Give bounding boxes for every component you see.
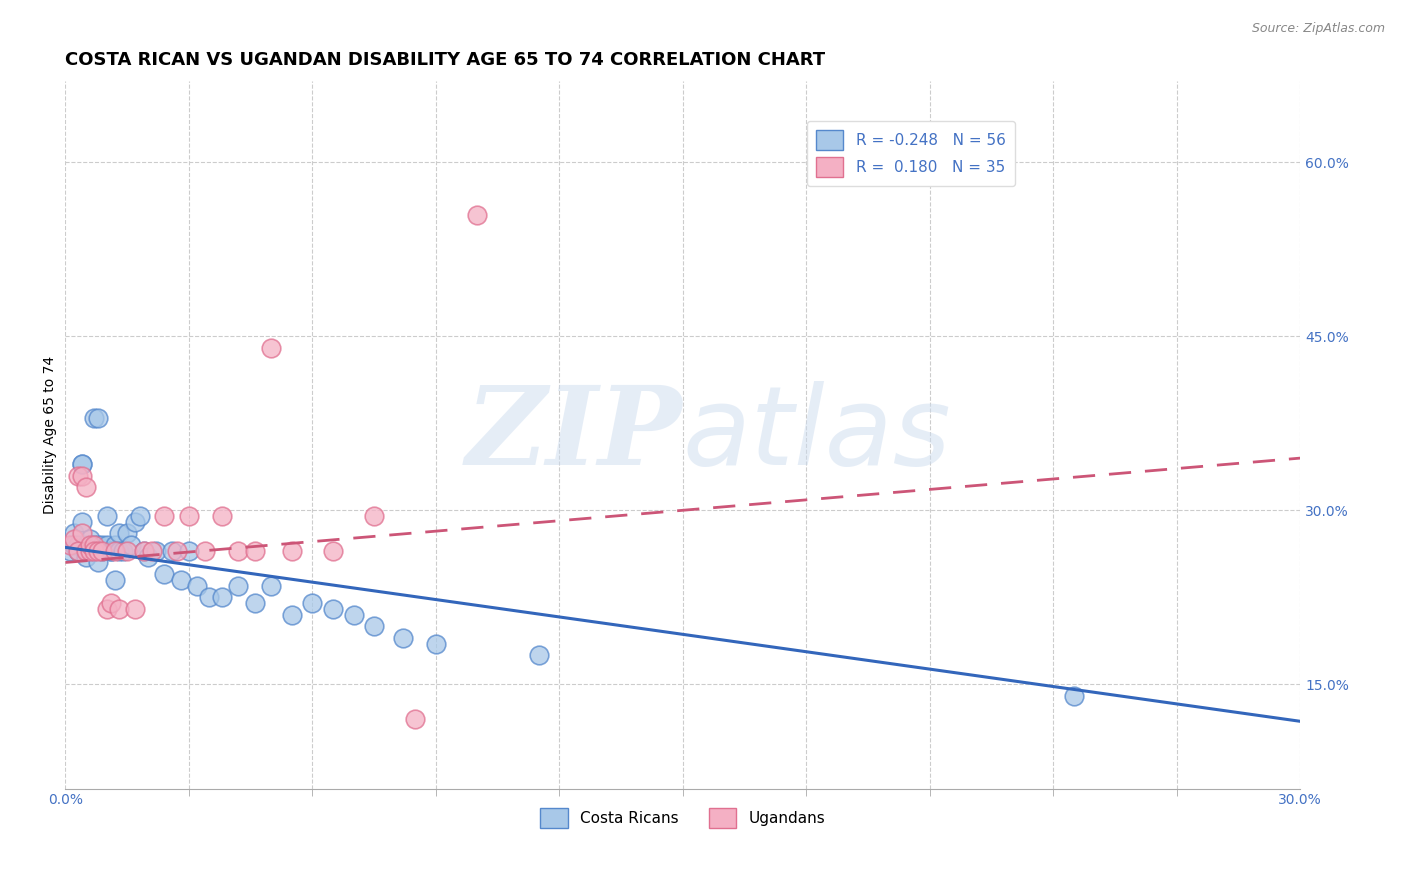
Point (198, 591, 221, 605)
Point (79, 533, 101, 547)
Point (79, 538, 101, 552)
Point (70, 526, 93, 541)
Point (177, 509, 200, 524)
Point (260, 579, 283, 593)
Legend: Costa Ricans, Ugandans: Costa Ricans, Ugandans (534, 802, 831, 834)
Point (83, 544, 105, 558)
Point (83, 538, 105, 552)
Point (75, 480, 97, 494)
Point (465, 208, 488, 222)
Point (115, 544, 138, 558)
Point (75, 549, 97, 564)
Point (363, 509, 385, 524)
Point (132, 544, 155, 558)
Point (100, 596, 122, 610)
Point (66, 544, 89, 558)
Point (120, 538, 142, 552)
Point (243, 596, 266, 610)
Point (70, 515, 93, 529)
Point (87, 410, 110, 425)
Point (322, 544, 344, 558)
Point (392, 631, 415, 645)
Point (124, 515, 146, 529)
Point (166, 544, 188, 558)
Point (194, 544, 217, 558)
Point (226, 544, 249, 558)
Point (96, 538, 118, 552)
Point (136, 549, 159, 564)
Point (342, 607, 364, 622)
Point (322, 602, 344, 616)
Text: COSTA RICAN VS UGANDAN DISABILITY AGE 65 TO 74 CORRELATION CHART: COSTA RICAN VS UGANDAN DISABILITY AGE 65… (66, 51, 825, 69)
Point (96, 509, 118, 524)
Point (226, 579, 249, 593)
Point (108, 602, 131, 616)
Point (301, 596, 323, 610)
Point (177, 544, 200, 558)
Point (124, 602, 146, 616)
Point (62, 538, 84, 552)
Point (211, 509, 233, 524)
Point (91, 538, 114, 552)
Point (170, 573, 193, 587)
Point (141, 544, 163, 558)
Point (91, 544, 114, 558)
Point (66, 468, 89, 483)
Point (153, 509, 176, 524)
Point (79, 544, 101, 558)
Point (112, 544, 135, 558)
Point (75, 544, 97, 558)
Text: Source: ZipAtlas.com: Source: ZipAtlas.com (1251, 22, 1385, 36)
Point (186, 579, 208, 593)
Point (100, 544, 122, 558)
Point (243, 544, 266, 558)
Point (281, 544, 304, 558)
Point (87, 538, 110, 552)
Point (87, 544, 110, 558)
Point (58, 538, 80, 552)
Point (75, 538, 97, 552)
Point (153, 567, 176, 582)
Point (404, 712, 426, 726)
Point (104, 573, 127, 587)
Point (83, 410, 105, 425)
Point (83, 544, 105, 558)
Point (100, 544, 122, 558)
Point (83, 538, 105, 552)
Point (128, 509, 150, 524)
Point (75, 544, 97, 558)
Point (70, 457, 93, 471)
Point (104, 538, 127, 552)
Point (162, 544, 184, 558)
Point (58, 544, 80, 558)
Point (96, 602, 118, 616)
Point (108, 526, 131, 541)
Point (87, 556, 110, 570)
Point (1063, 689, 1085, 703)
Point (527, 648, 550, 663)
Point (91, 544, 114, 558)
Point (260, 341, 283, 355)
Point (79, 544, 101, 558)
Point (211, 591, 233, 605)
Point (145, 544, 167, 558)
Point (66, 538, 89, 552)
Text: ZIP: ZIP (467, 381, 683, 489)
Point (115, 526, 138, 541)
Point (66, 544, 89, 558)
Y-axis label: Disability Age 65 to 74: Disability Age 65 to 74 (44, 356, 58, 514)
Text: atlas: atlas (683, 382, 952, 489)
Point (62, 533, 84, 547)
Point (425, 637, 447, 651)
Point (62, 526, 84, 541)
Point (281, 607, 304, 622)
Point (132, 544, 155, 558)
Point (104, 544, 127, 558)
Point (108, 544, 131, 558)
Point (70, 457, 93, 471)
Point (70, 468, 93, 483)
Point (363, 619, 385, 633)
